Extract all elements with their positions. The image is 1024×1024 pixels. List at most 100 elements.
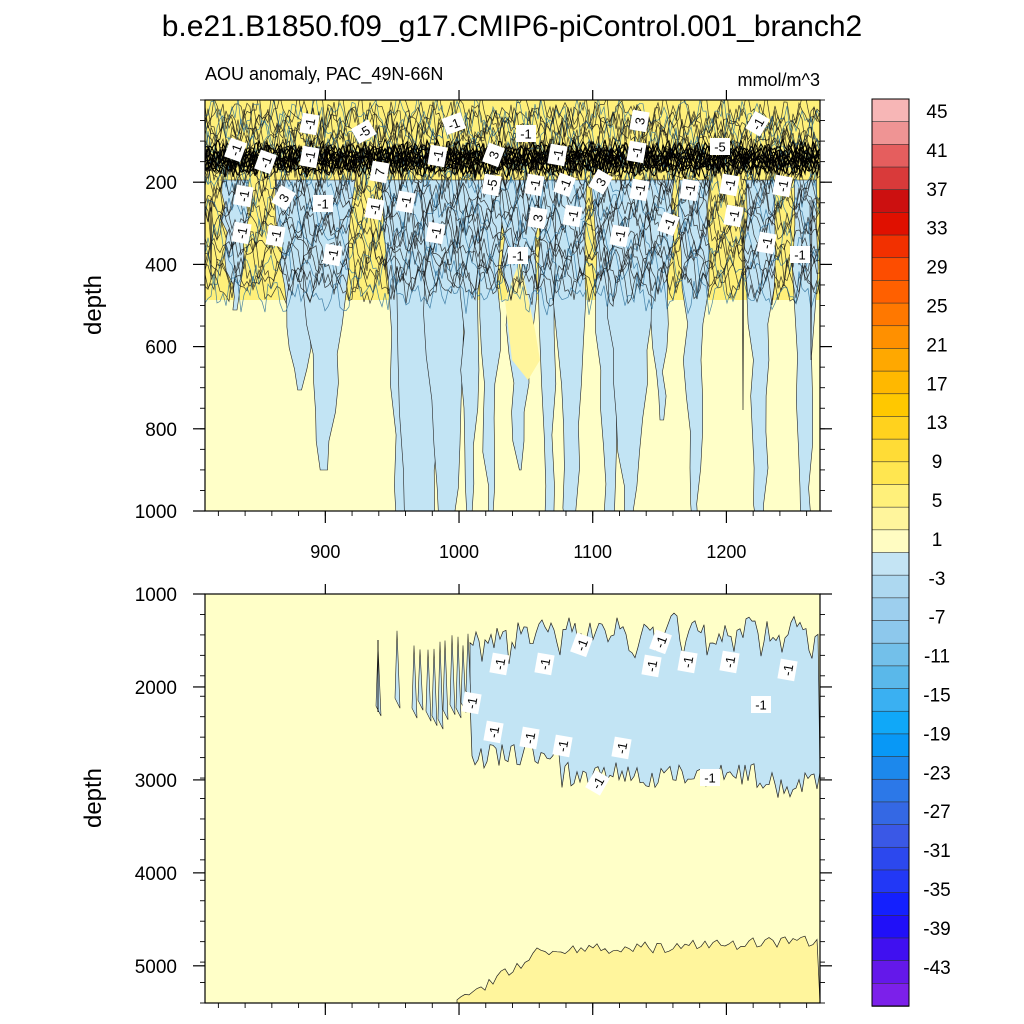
colorbar-swatch (871, 438, 910, 463)
contour-label-text: -1 (367, 202, 384, 216)
contour-label-box (719, 173, 740, 197)
contour-label-box (441, 112, 467, 135)
contour-label-text: -1 (486, 725, 503, 739)
colorbar-swatch (871, 166, 910, 191)
colorbar-swatch (871, 461, 910, 486)
contour-label: -1 (427, 144, 448, 168)
colorbar-swatch (871, 914, 910, 939)
contour-label-box (322, 243, 343, 267)
contour-line (205, 250, 820, 295)
x-tick-label: 1200 (706, 542, 746, 562)
contour-label-box (313, 195, 333, 212)
contour-label-text: -1 (430, 149, 447, 163)
contour-label: -1 (790, 246, 810, 263)
contour-label: -1 (677, 650, 698, 674)
colorbar-label: -3 (929, 569, 946, 590)
colorbar-label: -39 (923, 919, 950, 940)
contour-label: -1 (224, 137, 247, 163)
colorbar-label: -23 (923, 763, 950, 784)
contour-line (205, 209, 820, 256)
colorbar-label: 33 (926, 219, 947, 240)
top-y-axis-title: depth (80, 275, 107, 335)
top-axes: 900 1000 1100 1200 200 400 600 800 1000 (135, 90, 832, 562)
contour-label-text: -1 (652, 634, 670, 650)
contour-label: 7 (369, 160, 390, 184)
colorbar-swatch (871, 983, 910, 1007)
top-right-label: mmol/m^3 (738, 70, 820, 90)
contour-label-box (299, 112, 320, 136)
colorbar-swatch (871, 688, 910, 713)
y-tick-label: 600 (145, 338, 177, 359)
colorbar-swatch (871, 869, 910, 894)
colorbar-swatch (871, 733, 910, 758)
contour-label: 3 (482, 142, 505, 168)
contour-label-text: -1 (759, 236, 776, 250)
contour-label-box (756, 231, 777, 255)
contour-label-box (751, 696, 771, 713)
contour-label-box (461, 691, 482, 715)
colorbar-swatch (871, 620, 910, 645)
contour-label-box (570, 632, 593, 658)
contour-label: -1 (611, 736, 632, 760)
bottom-contour-lines (375, 630, 472, 730)
contour-line (205, 172, 820, 214)
contour-label: -1 (265, 224, 286, 248)
contour-label-text: -1 (492, 657, 509, 671)
colorbar-swatch (871, 280, 910, 304)
cold-tongue (677, 179, 711, 511)
bottom-y-axis-title: depth (80, 768, 107, 828)
contour-label-text: -1 (755, 698, 767, 713)
contour-label-box (224, 137, 247, 163)
contour-label: -1 (562, 204, 583, 228)
colorbar-label: 41 (926, 141, 947, 162)
contour-label: -1 (441, 112, 467, 135)
colorbar-swatch (871, 144, 910, 168)
cold-spike (411, 645, 418, 719)
cold-spike (442, 640, 449, 720)
contour-line (205, 270, 820, 316)
cold-spike (431, 648, 438, 726)
contour-label-box (677, 650, 698, 674)
colorbar-swatch (871, 325, 910, 350)
contour-label-box (395, 190, 416, 214)
bottom-contour-labels: -1 -1 -1 -1 -1 -1 -1 -1 -1 -1 -1 -1 -1 -1 -1 -1 (461, 629, 798, 796)
contour-label: -1 (679, 178, 700, 202)
colorbar-label: 5 (932, 491, 943, 512)
colorbar-swatch (871, 892, 910, 917)
cold-spike (449, 635, 456, 715)
colorbar-swatch (871, 212, 910, 236)
contour-label: -1 (751, 696, 771, 713)
contour-label-text: -1 (573, 637, 591, 653)
contour-label-text: -5 (484, 178, 501, 192)
contour-label-text: -1 (780, 663, 797, 677)
contour-label-text: -1 (704, 771, 716, 786)
contour-label-box (519, 726, 540, 750)
contour-label-box (585, 769, 610, 796)
bottom-axes: 1000 2000 3000 4000 5000 (135, 584, 832, 1015)
colorbar-label: -19 (923, 724, 950, 745)
contour-label-text: -1 (234, 226, 251, 240)
contour-label-box (369, 160, 390, 184)
contour-label-box (588, 168, 613, 195)
contour-core-line (205, 150, 820, 174)
contour-label-text: -1 (446, 115, 462, 133)
contour-label-box (777, 658, 798, 682)
contour-label-box (700, 769, 720, 786)
colorbar-swatch (871, 302, 910, 327)
y-tick-label: 800 (145, 420, 177, 441)
contour-label: -1 (524, 173, 545, 197)
y-tick-label: 4000 (135, 864, 177, 885)
colorbar-swatch (871, 824, 910, 849)
contour-label-box (629, 178, 650, 202)
y-tick-label: 5000 (135, 957, 177, 978)
contour-label: -1 (313, 195, 333, 212)
contour-label-box (552, 734, 573, 758)
contour-label-text: -1 (726, 209, 743, 223)
colorbar-swatch (871, 597, 910, 622)
colorbar-swatch (871, 642, 910, 667)
x-tick-label: 900 (310, 542, 340, 562)
y-tick-label: 200 (145, 173, 177, 194)
contour-label-text: -1 (556, 177, 574, 193)
colorbar-swatch (871, 506, 910, 531)
contour-label-box (609, 224, 630, 248)
